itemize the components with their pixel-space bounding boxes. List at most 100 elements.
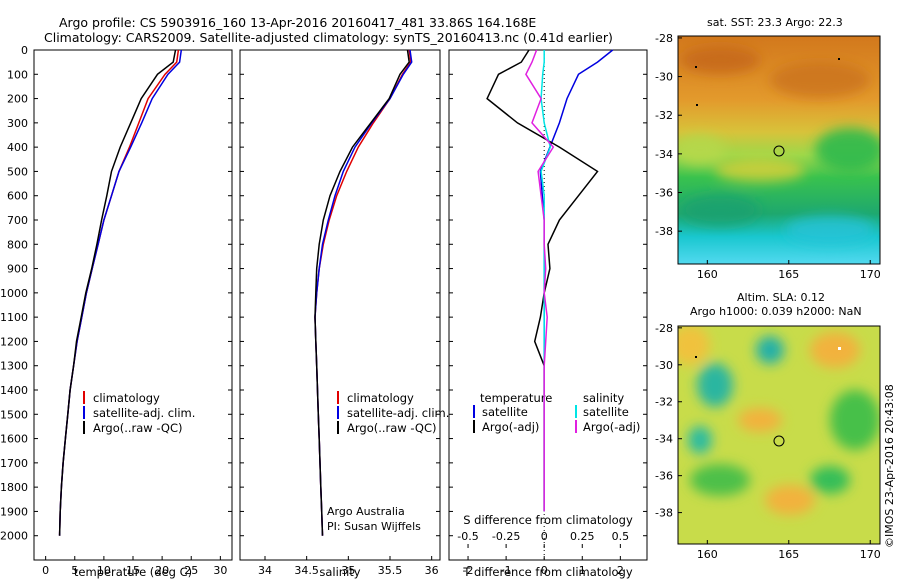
sst-texture (678, 46, 880, 244)
temperature-panel (33, 49, 233, 561)
top-x-axis-label: S difference from climatology (463, 513, 633, 527)
sla-map-title2: Argo h1000: 0.039 h2000: NaN (690, 305, 862, 318)
x-tick-label: 1 (579, 564, 586, 577)
top-x-tick-label: 0.5 (612, 530, 630, 543)
lat-tick-label: -36 (655, 470, 673, 483)
legend-satellite: satellite-adj. clim. (93, 406, 195, 420)
lon-tick-label: 165 (778, 548, 799, 561)
legend-sal-argo: Argo(-adj) (583, 420, 640, 434)
legend-satellite: satellite-adj. clim. (347, 406, 449, 420)
depth-tick-label: 1100 (0, 311, 28, 324)
depth-tick-label: 900 (7, 263, 28, 276)
credit-line2: PI: Susan Wijffels (327, 520, 421, 533)
depth-tick-label: 500 (7, 165, 28, 178)
depth-tick-label: 1200 (0, 335, 28, 348)
x-tick-label: 10 (97, 564, 111, 577)
x-tick-label: -1 (501, 564, 512, 577)
lat-tick-label: -28 (655, 322, 673, 335)
legend-temp-satellite: satellite (482, 405, 528, 419)
series-line (314, 49, 413, 536)
sla-texture (678, 326, 880, 515)
header-line2: Climatology: CARS2009. Satellite-adjuste… (44, 30, 613, 45)
legend-climatology: climatology (93, 391, 160, 405)
depth-tick-label: 2000 (0, 530, 28, 543)
credit-line1: Argo Australia (327, 505, 405, 518)
legend-argo: Argo(..raw -QC) (347, 421, 437, 435)
depth-tick-label: 1700 (0, 457, 28, 470)
salinity-legend: climatology satellite-adj. clim. Argo(..… (337, 391, 449, 435)
x-tick-label: 20 (155, 564, 169, 577)
imos-timestamp: ©IMOS 23-Apr-2016 20:43:08 (883, 384, 896, 548)
lat-tick-label: -34 (655, 433, 673, 446)
x-tick-label: 35 (341, 564, 355, 577)
sst-map-title: sat. SST: 23.3 Argo: 22.3 (707, 16, 843, 29)
legend-sal-satellite: satellite (583, 405, 629, 419)
legend-argo: Argo(..raw -QC) (93, 421, 183, 435)
x-tick-label: 2 (617, 564, 624, 577)
x-tick-label: -2 (463, 564, 474, 577)
depth-tick-label: 600 (7, 190, 28, 203)
salinity-panel (239, 49, 441, 561)
x-axis-label: T difference from climatology (462, 565, 633, 579)
lat-tick-label: -30 (655, 71, 673, 84)
series-line (525, 49, 555, 512)
depth-tick-label: 0 (21, 44, 28, 57)
depth-tick-label: 100 (7, 68, 28, 81)
lat-tick-label: -38 (655, 225, 673, 238)
depth-axis: 0 100 200 300 400 500 600 700 800 900 1000 1100 1200… (0, 44, 647, 543)
lat-tick-label: -34 (655, 148, 673, 161)
lon-tick-label: 160 (697, 548, 718, 561)
depth-tick-label: 1000 (0, 287, 28, 300)
depth-tick-label: 1400 (0, 384, 28, 397)
legend-temperature-heading: temperature (480, 391, 552, 405)
x-axis-label: temperature (deg C) (74, 565, 192, 579)
series-line (314, 49, 412, 536)
lat-tick-label: -32 (655, 109, 673, 122)
difference-legend: temperature salinity satellite Argo(-adj… (473, 391, 640, 434)
sst-map (678, 36, 880, 264)
lat-tick-label: -28 (655, 32, 673, 45)
series-line (314, 49, 410, 536)
legend-climatology: climatology (347, 391, 414, 405)
lon-tick-label: 170 (860, 268, 881, 281)
sla-map (678, 326, 880, 544)
series-line (58, 49, 183, 536)
series-line (58, 49, 177, 536)
legend-salinity-heading: salinity (583, 391, 624, 405)
sla-map-axes: -28 -30 -32 -34 -36 -38 160 165 170 (655, 322, 881, 561)
x-axis-label: salinity (319, 565, 360, 579)
x-tick-label: 36 (425, 564, 439, 577)
temperature-legend: climatology satellite-adj. clim. Argo(..… (83, 391, 195, 435)
sla-map-title1: Altim. SLA: 0.12 (737, 291, 825, 304)
depth-tick-label: 200 (7, 93, 28, 106)
lon-tick-label: 165 (778, 268, 799, 281)
lat-tick-label: -36 (655, 187, 673, 200)
depth-tick-label: 1800 (0, 481, 28, 494)
x-tick-label: 0 (42, 564, 49, 577)
depth-tick-label: 700 (7, 214, 28, 227)
lat-tick-label: -38 (655, 507, 673, 520)
argo-position-marker (773, 435, 785, 447)
top-x-tick-label: -0.5 (457, 530, 478, 543)
x-tick-label: 34 (258, 564, 272, 577)
depth-tick-label: 400 (7, 141, 28, 154)
top-x-tick-label: -0.25 (492, 530, 520, 543)
sla-map-frame (677, 325, 881, 545)
sst-map-axes: -28 -30 -32 -34 -36 -38 160 165 170 (655, 32, 881, 281)
depth-tick-label: 300 (7, 117, 28, 130)
x-tick-label: 30 (213, 564, 227, 577)
legend-temp-argo: Argo(-adj) (482, 420, 539, 434)
series-line (539, 49, 614, 512)
argo-position-marker (773, 145, 785, 157)
x-tick-label: 25 (184, 564, 198, 577)
top-x-tick-label: 0.25 (570, 530, 595, 543)
series-line (486, 49, 599, 512)
depth-tick-label: 1300 (0, 360, 28, 373)
depth-tick-label: 1600 (0, 433, 28, 446)
x-tick-label: 5 (71, 564, 78, 577)
sst-map-frame (677, 35, 881, 265)
x-tick-label: 15 (126, 564, 140, 577)
